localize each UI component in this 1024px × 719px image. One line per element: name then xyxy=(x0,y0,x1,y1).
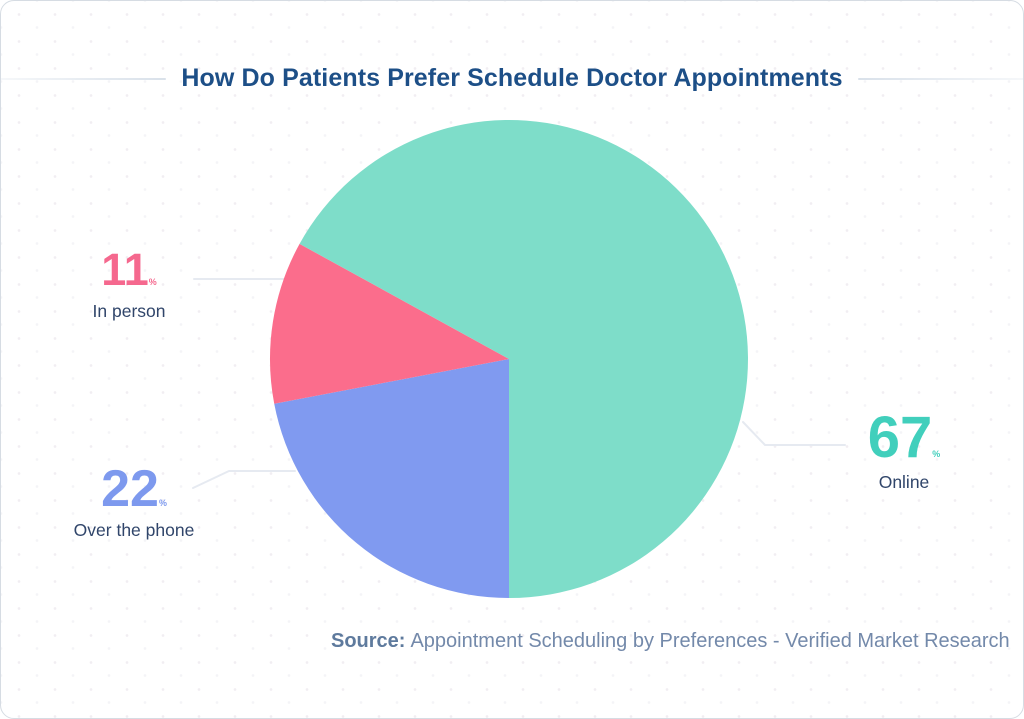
callout-over-the-phone: 22% Over the phone xyxy=(54,463,214,540)
chart-title: How Do Patients Prefer Schedule Doctor A… xyxy=(181,64,843,92)
in-person-value: 11 xyxy=(101,244,149,295)
online-value-row: 67% xyxy=(824,409,984,467)
leader-line-over-the-phone xyxy=(192,470,296,489)
leader-line-online xyxy=(742,421,846,446)
online-value: 67 xyxy=(867,405,933,470)
leader-lines xyxy=(192,278,846,489)
over-the-phone-value-row: 22% xyxy=(54,463,214,515)
callout-online: 67% Online xyxy=(824,409,984,492)
source-line: Source: Appointment Scheduling by Prefere… xyxy=(331,630,1010,653)
pie-slice-in-person xyxy=(269,243,509,404)
title-row: How Do Patients Prefer Schedule Doctor A… xyxy=(1,64,1023,93)
percent-sign: % xyxy=(148,277,157,287)
pie-slices xyxy=(269,120,748,598)
over-the-phone-value: 22 xyxy=(101,460,159,518)
percent-sign: % xyxy=(158,498,167,508)
online-label: Online xyxy=(878,472,930,492)
source-text: Appointment Scheduling by Preferences - … xyxy=(410,630,1010,652)
over-the-phone-label: Over the phone xyxy=(73,520,195,540)
in-person-label: In person xyxy=(92,301,166,321)
in-person-value-row: 11% xyxy=(49,247,209,292)
percent-sign: % xyxy=(932,449,941,459)
source-label: Source: xyxy=(331,630,406,652)
pie-slice-online xyxy=(299,120,748,598)
pie-slice-over-the-phone xyxy=(274,359,509,598)
title-divider-right xyxy=(857,77,1023,80)
title-divider-left xyxy=(1,77,167,80)
callout-in-person: 11% In person xyxy=(49,247,209,321)
